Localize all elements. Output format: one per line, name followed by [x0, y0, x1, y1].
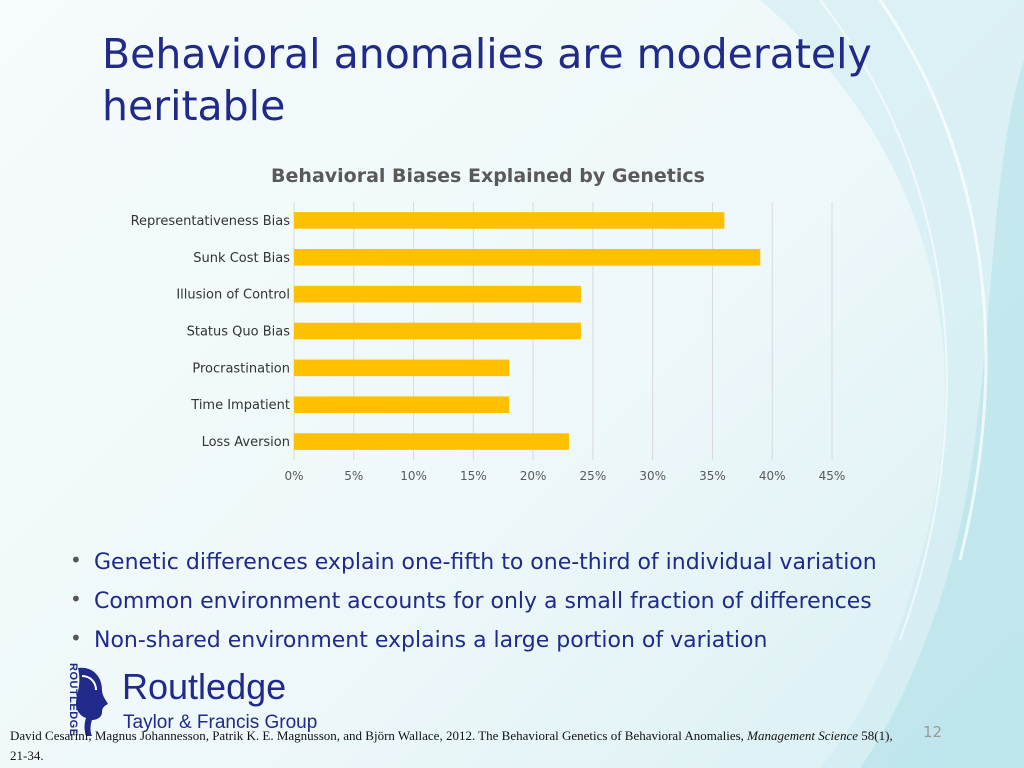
slide-title: Behavioral anomalies are moderately heri…: [102, 30, 872, 130]
chart-title: Behavioral Biases Explained by Genetics: [271, 165, 705, 187]
bar-chart: Behavioral Biases Explained by Genetics 0…: [131, 165, 846, 483]
x-tick-label: 35%: [699, 469, 726, 483]
x-tick-label: 15%: [460, 469, 487, 483]
x-tick-label: 0%: [284, 469, 303, 483]
category-label: Time Impatient: [190, 398, 290, 413]
logo-vertical-text: ROUTLEDGE: [67, 663, 79, 737]
bar: [294, 285, 581, 303]
x-tick-label: 5%: [344, 469, 363, 483]
category-label: Loss Aversion: [202, 435, 290, 450]
bullet-text: Non-shared environment explains a large …: [94, 628, 768, 653]
category-label: Sunk Cost Bias: [193, 251, 290, 266]
bar: [294, 433, 569, 450]
citation-details: 58(1), 21-34.: [10, 728, 893, 763]
page-number: 12: [923, 723, 943, 741]
category-label: Illusion of Control: [176, 288, 290, 303]
bullet-list: • Genetic differences explain one-fifth t…: [70, 548, 970, 665]
bullet-item: • Common environment accounts for only a …: [70, 587, 970, 617]
category-label: Status Quo Bias: [187, 325, 291, 340]
bar: [294, 396, 510, 414]
category-label: Procrastination: [192, 361, 290, 376]
bullet-item: • Non-shared environment explains a large…: [70, 626, 970, 656]
profile-head-icon: [76, 667, 108, 736]
logo-name: Routledge: [122, 666, 287, 707]
bullet-dot-icon: •: [70, 626, 82, 650]
citation-authors: David Cesarini, Magnus Johannesson, Patr…: [10, 728, 748, 743]
logo-subtitle: Taylor & Francis Group: [123, 712, 318, 733]
bar: [294, 322, 581, 340]
x-tick-label: 20%: [520, 469, 547, 483]
bullet-text: Common environment accounts for only a s…: [94, 589, 872, 614]
bar: [294, 248, 761, 266]
bullet-dot-icon: •: [70, 587, 82, 611]
routledge-logo: ROUTLEDGE Routledge Taylor & Francis Gro…: [56, 663, 326, 737]
bar: [294, 359, 510, 377]
x-tick-label: 40%: [759, 469, 786, 483]
bullet-item: • Genetic differences explain one-fifth t…: [70, 548, 970, 578]
x-tick-label: 25%: [580, 469, 607, 483]
bullet-dot-icon: •: [70, 548, 82, 572]
citation-journal: Management Science: [747, 728, 858, 743]
category-label: Representativeness Bias: [131, 214, 291, 229]
x-tick-label: 45%: [819, 469, 846, 483]
x-tick-label: 10%: [400, 469, 427, 483]
bullet-text: Genetic differences explain one-fifth to…: [94, 550, 877, 575]
citation: David Cesarini, Magnus Johannesson, Patr…: [10, 726, 910, 766]
x-tick-label: 30%: [639, 469, 666, 483]
bar: [294, 212, 725, 229]
